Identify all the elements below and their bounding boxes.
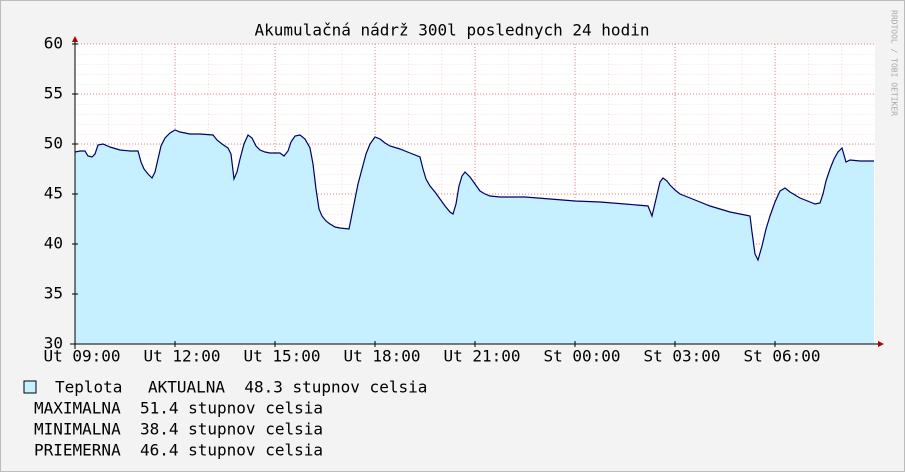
y-tick-label: 40 <box>44 234 63 253</box>
x-tick-label: Ut 15:00 <box>243 347 320 366</box>
y-tick-label: 55 <box>44 84 63 103</box>
legend-swatch <box>23 380 37 394</box>
y-arrow <box>72 36 78 42</box>
line <box>74 129 874 262</box>
x-arrow <box>878 341 884 347</box>
legend-stat: MINIMALNA 38.4 stupnov celsia <box>34 420 323 439</box>
y-tick-label: 45 <box>44 184 63 203</box>
x-tick-label: Ut 09:00 <box>43 347 120 366</box>
legend-name: Teplota <box>55 378 122 397</box>
data <box>74 129 874 344</box>
x-tick-label: Ut 21:00 <box>443 347 520 366</box>
x-tick-label: St 03:00 <box>643 347 720 366</box>
x-tick-label: Ut 12:00 <box>143 347 220 366</box>
legend-stat: PRIEMERNA 46.4 stupnov celsia <box>34 441 323 460</box>
legend-stat: MAXIMALNA 51.4 stupnov celsia <box>34 399 323 418</box>
area-fill <box>75 130 874 344</box>
legend-stat: AKTUALNA 48.3 stupnov celsia <box>148 378 427 397</box>
axes: 30 35 40 45 50 55 60 Ut 09:00 Ut 12:00 Ut 15:00 Ut… <box>43 34 884 366</box>
x-tick-label: St 00:00 <box>543 347 620 366</box>
x-tick-label: St 06:00 <box>743 347 820 366</box>
y-tick-label: 35 <box>44 284 63 303</box>
y-tick-label: 30 <box>44 334 63 353</box>
x-tick-label: Ut 18:00 <box>343 347 420 366</box>
y-tick-label: 60 <box>44 34 63 53</box>
y-tick-label: 50 <box>44 134 63 153</box>
chart-title: Akumulačná nádrž 300l poslednych 24 hodi… <box>255 21 650 40</box>
watermark: RRDTOOL / TOBI OETIKER <box>890 10 899 116</box>
